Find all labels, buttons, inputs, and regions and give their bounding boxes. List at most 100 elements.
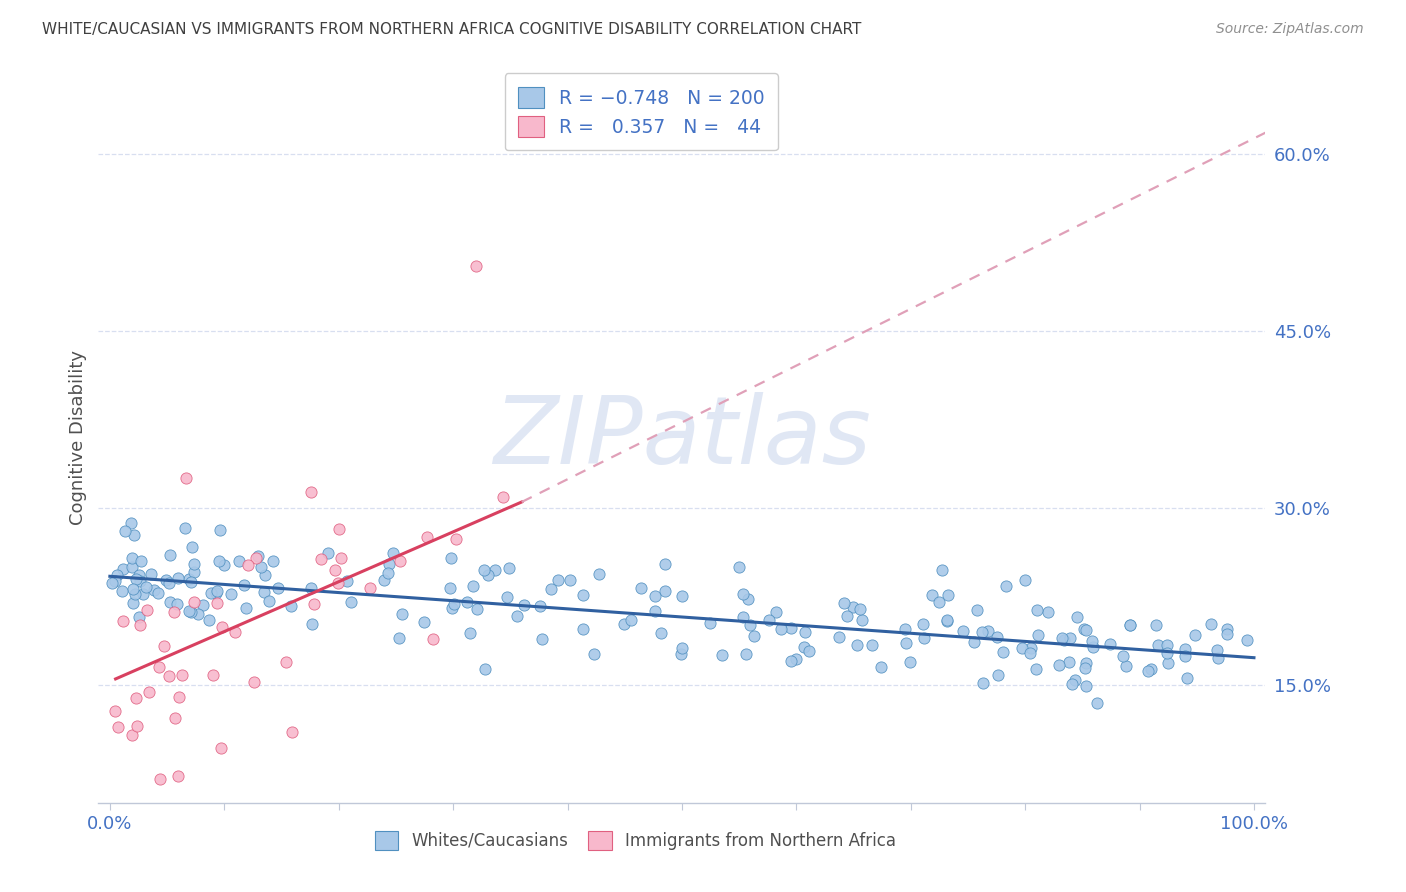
Point: [699, 616, 721, 631]
Point: [1115, 658, 1137, 673]
Point: [177, 604, 200, 618]
Point: [465, 259, 488, 273]
Point: [1146, 638, 1168, 652]
Point: [1112, 648, 1135, 663]
Point: [952, 624, 974, 638]
Point: [121, 559, 143, 574]
Point: [1156, 646, 1178, 660]
Point: [993, 644, 1015, 658]
Point: [159, 548, 181, 562]
Point: [921, 587, 943, 601]
Point: [328, 523, 350, 537]
Point: [201, 667, 224, 681]
Point: [309, 552, 332, 566]
Point: [1060, 676, 1083, 690]
Point: [174, 521, 197, 535]
Point: [373, 573, 395, 587]
Point: [187, 607, 209, 622]
Point: [630, 582, 652, 596]
Point: [731, 587, 754, 601]
Point: [1119, 618, 1142, 632]
Point: [128, 618, 150, 632]
Point: [242, 674, 264, 689]
Point: [167, 769, 190, 783]
Point: [1080, 634, 1102, 648]
Point: [669, 648, 692, 662]
Point: [167, 571, 190, 585]
Point: [837, 608, 859, 623]
Point: [111, 562, 134, 576]
Point: [1140, 662, 1163, 676]
Point: [827, 630, 849, 644]
Point: [936, 613, 959, 627]
Point: [1083, 640, 1105, 654]
Point: [1174, 641, 1197, 656]
Point: [166, 598, 188, 612]
Point: [737, 592, 759, 607]
Point: [912, 617, 935, 632]
Point: [114, 524, 136, 539]
Point: [794, 624, 817, 639]
Point: [177, 572, 200, 586]
Point: [104, 574, 127, 588]
Point: [1174, 648, 1197, 663]
Point: [253, 585, 276, 599]
Point: [936, 588, 959, 602]
Point: [735, 647, 758, 661]
Point: [336, 574, 359, 588]
Point: [986, 630, 1008, 644]
Point: [207, 554, 229, 568]
Point: [205, 595, 228, 609]
Point: [780, 654, 803, 668]
Point: [671, 641, 693, 656]
Point: [233, 578, 256, 592]
Point: [124, 587, 146, 601]
Point: [180, 575, 202, 590]
Point: [143, 582, 166, 597]
Point: [129, 554, 152, 568]
Point: [461, 579, 484, 593]
Point: [644, 589, 666, 603]
Point: [547, 574, 569, 588]
Point: [654, 583, 676, 598]
Point: [1076, 656, 1098, 670]
Point: [1156, 656, 1178, 670]
Point: [742, 629, 765, 643]
Point: [1059, 655, 1081, 669]
Point: [121, 551, 143, 566]
Point: [152, 639, 174, 653]
Point: [572, 623, 595, 637]
Point: [120, 516, 142, 531]
Point: [382, 546, 405, 560]
Point: [931, 563, 953, 577]
Point: [121, 728, 143, 742]
Point: [472, 563, 495, 577]
Point: [250, 560, 273, 574]
Point: [180, 540, 202, 554]
Point: [530, 632, 553, 646]
Point: [496, 590, 519, 604]
Point: [138, 685, 160, 699]
Point: [200, 586, 222, 600]
Point: [122, 596, 145, 610]
Point: [224, 624, 246, 639]
Point: [851, 613, 873, 627]
Point: [846, 638, 869, 652]
Point: [299, 485, 322, 500]
Point: [219, 587, 242, 601]
Point: [1098, 637, 1121, 651]
Point: [280, 599, 302, 613]
Point: [1073, 622, 1095, 636]
Point: [1206, 642, 1229, 657]
Point: [238, 558, 260, 573]
Point: [157, 575, 180, 590]
Point: [1053, 633, 1076, 648]
Point: [139, 566, 162, 581]
Point: [183, 557, 205, 571]
Point: [731, 610, 754, 624]
Point: [146, 586, 169, 600]
Point: [1144, 617, 1167, 632]
Point: [654, 557, 676, 571]
Point: [111, 584, 134, 599]
Point: [193, 599, 215, 613]
